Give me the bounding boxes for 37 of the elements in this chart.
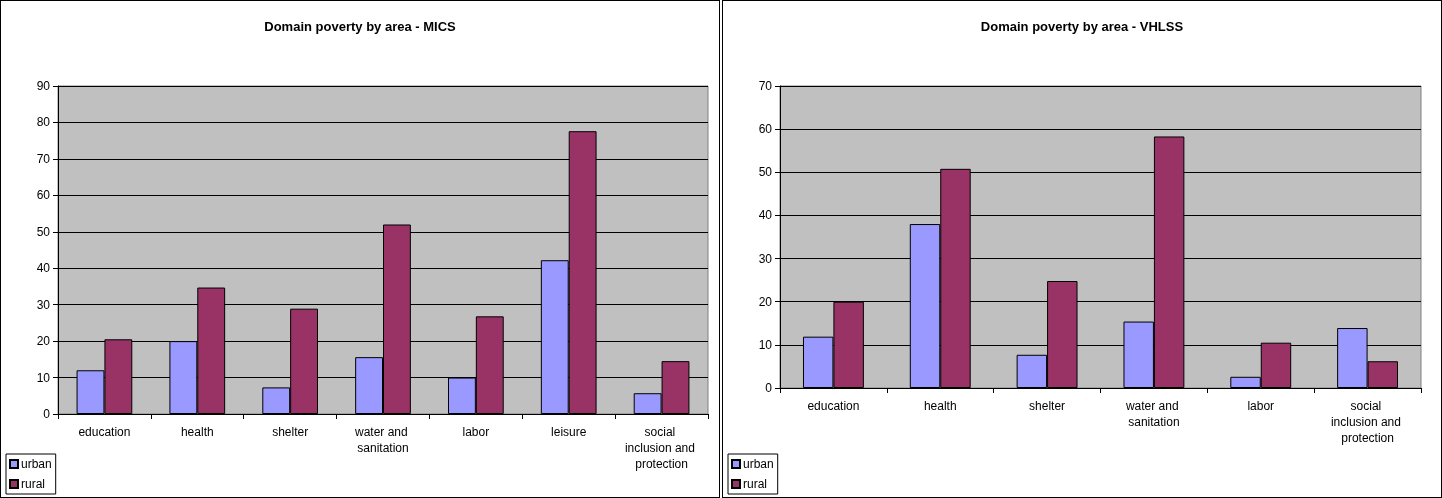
x-tick-label: health <box>923 399 957 413</box>
y-tick-label: 10 <box>36 370 51 385</box>
x-tick-label: water and sanitation <box>1124 399 1182 429</box>
y-tick-label: 20 <box>758 294 773 309</box>
y-tick-label: 30 <box>758 251 773 266</box>
y-tick-label: 60 <box>36 188 51 203</box>
y-tick-label: 80 <box>36 115 51 130</box>
y-tick-label: 30 <box>36 297 51 312</box>
y-tick-label: 20 <box>36 334 51 349</box>
y-tick-label: 70 <box>758 79 773 93</box>
y-tick-label: 40 <box>36 261 51 276</box>
legend-label: urban <box>743 457 774 471</box>
legend-label: rural <box>21 477 46 491</box>
x-tick-label: labor <box>1247 399 1275 413</box>
x-tick-label: labor <box>462 425 490 439</box>
y-tick-label: 50 <box>36 224 51 239</box>
x-tick-label: shelter <box>272 425 309 439</box>
x-tick-label: social inclusion and protection <box>624 425 699 471</box>
chart-title: Domain poverty by area - MICS <box>264 19 457 34</box>
x-tick-label: leisure <box>551 425 587 439</box>
legend-label: rural <box>743 477 768 491</box>
y-tick-label: 50 <box>758 165 773 180</box>
x-tick-label: health <box>180 425 214 439</box>
x-tick-label: shelter <box>1029 399 1066 413</box>
chart-title: Domain poverty by area - VHLSS <box>980 19 1184 34</box>
y-tick-label: 10 <box>758 337 773 352</box>
legend-label: urban <box>21 457 52 471</box>
y-tick-label: 70 <box>36 151 51 166</box>
x-tick-label: education <box>78 425 131 439</box>
x-tick-label: water and sanitation <box>353 425 412 455</box>
y-tick-label: 40 <box>758 208 773 223</box>
y-tick-label: 0 <box>765 381 773 395</box>
x-tick-label: social inclusion and protection <box>1330 399 1405 445</box>
y-tick-label: 0 <box>43 407 51 421</box>
y-tick-label: 90 <box>36 79 51 93</box>
y-tick-label: 60 <box>758 122 773 137</box>
x-tick-label: education <box>807 399 860 413</box>
